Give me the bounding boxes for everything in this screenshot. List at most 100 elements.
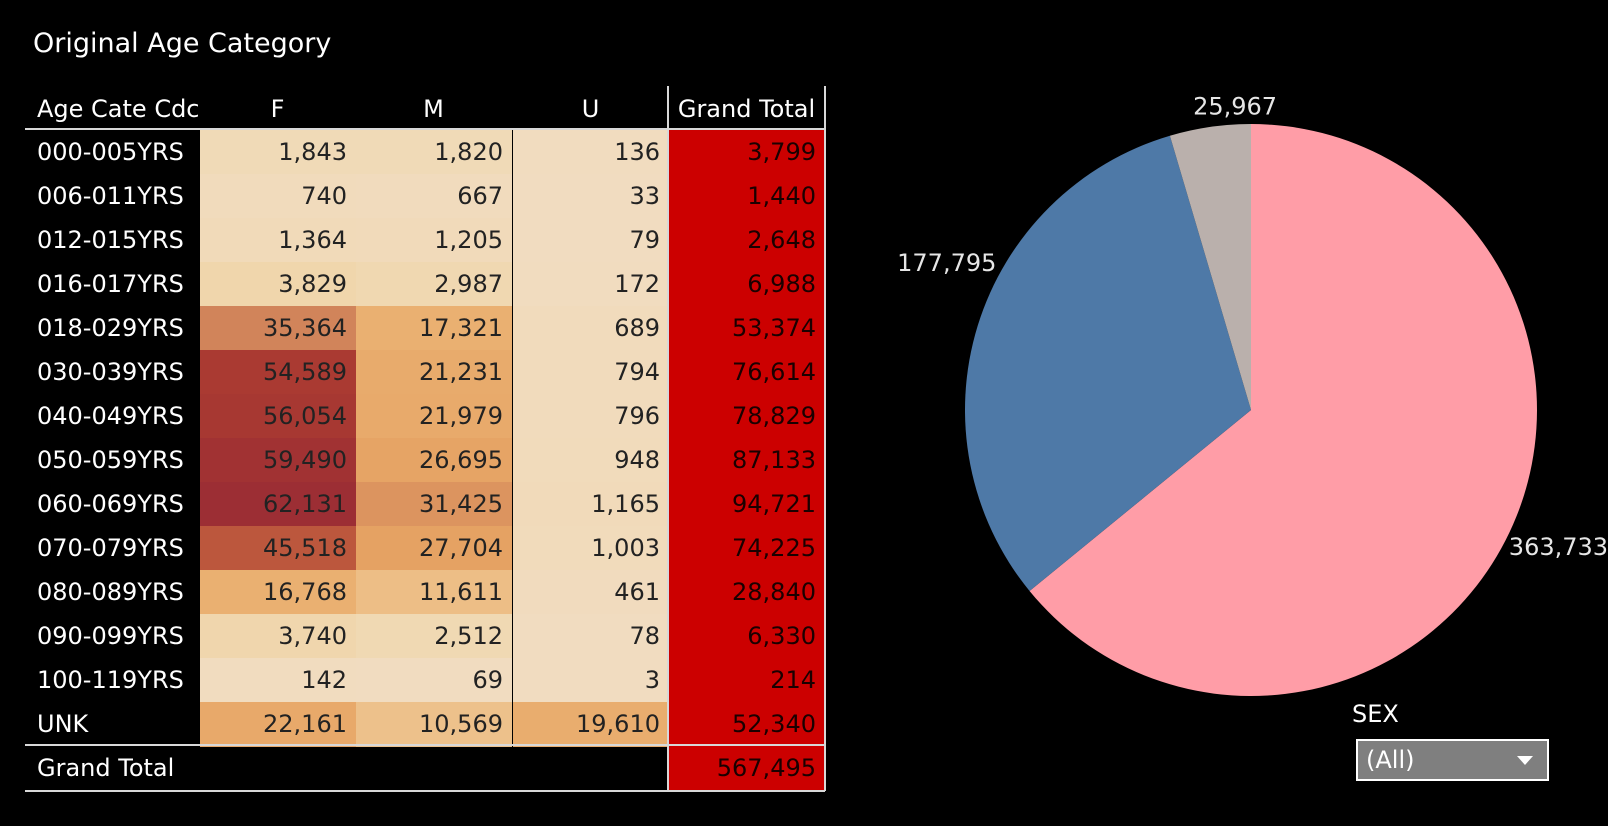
heat-cell [200, 218, 356, 263]
row-total-value: 94,721 [732, 490, 816, 518]
cell-value: 136 [614, 138, 660, 166]
row-label: 012-015YRS [37, 226, 184, 254]
heat-cell [356, 394, 512, 439]
cell-value: 19,610 [576, 710, 660, 738]
total-cell [669, 570, 825, 615]
heat-cell [513, 306, 669, 351]
heat-cell [513, 350, 669, 395]
cell-value: 1,003 [591, 534, 660, 562]
heat-cell [200, 350, 356, 395]
total-cell [669, 130, 825, 175]
cell-value: 796 [614, 402, 660, 430]
cell-value: 21,979 [419, 402, 503, 430]
column-header-grand-total: Grand Total [678, 95, 815, 123]
sheet-title: Original Age Category [33, 28, 332, 59]
pie-label-f: 363,733 [1509, 533, 1608, 561]
row-header-label: Age Cate Cdc [37, 95, 200, 123]
heat-cell [200, 130, 356, 175]
total-cell [669, 526, 825, 571]
total-cell [669, 350, 825, 395]
row-label: 090-099YRS [37, 622, 184, 650]
row-label: 000-005YRS [37, 138, 184, 166]
total-cell [669, 482, 825, 527]
total-cell [669, 658, 825, 703]
cell-value: 11,611 [419, 578, 503, 606]
heat-cell [513, 438, 669, 483]
pie-slice-u[interactable] [1169, 124, 1251, 410]
cell-value: 142 [301, 666, 347, 694]
row-label: 080-089YRS [37, 578, 184, 606]
cell-value: 59,490 [263, 446, 347, 474]
row-label: 100-119YRS [37, 666, 184, 694]
heat-cell [200, 570, 356, 615]
row-total-value: 6,988 [747, 270, 816, 298]
heat-cell [513, 570, 669, 615]
cell-value: 79 [629, 226, 660, 254]
heat-cell [356, 438, 512, 483]
cell-value: 1,205 [434, 226, 503, 254]
cell-value: 10,569 [419, 710, 503, 738]
cell-value: 16,768 [263, 578, 347, 606]
heat-cell [356, 702, 512, 747]
row-total-value: 52,340 [732, 710, 816, 738]
row-total-value: 74,225 [732, 534, 816, 562]
heat-cell [513, 130, 669, 175]
heat-cell [513, 262, 669, 307]
cell-value: 35,364 [263, 314, 347, 342]
row-label: 018-029YRS [37, 314, 184, 342]
row-label: UNK [37, 710, 90, 738]
cell-value: 1,843 [278, 138, 347, 166]
heat-cell [356, 174, 512, 219]
grand-total-label: Grand Total [37, 754, 174, 782]
cell-value: 1,820 [434, 138, 503, 166]
heat-cell [200, 526, 356, 571]
heat-cell [200, 482, 356, 527]
cell-value: 794 [614, 358, 660, 386]
heat-cell [356, 570, 512, 615]
heat-cell [200, 658, 356, 703]
heat-cell [513, 658, 669, 703]
total-cell [669, 174, 825, 219]
pie-slice-m[interactable] [964, 135, 1251, 591]
heat-cell [200, 262, 356, 307]
cell-value: 26,695 [419, 446, 503, 474]
crosstab-table: Age Cate Cdc F M U Grand Total 000-005YRS 1,84… [25, 86, 826, 792]
total-cell [669, 394, 825, 439]
heat-cell [356, 350, 512, 395]
heat-cell [200, 306, 356, 351]
pie-label-u: 25,967 [1193, 92, 1277, 120]
heat-cell [513, 174, 669, 219]
total-cell [669, 306, 825, 351]
cell-value: 31,425 [419, 490, 503, 518]
row-total-value: 53,374 [732, 314, 816, 342]
row-label: 060-069YRS [37, 490, 184, 518]
row-total-value: 6,330 [747, 622, 816, 650]
heat-cell [356, 658, 512, 703]
heat-cell [200, 438, 356, 483]
cell-value: 3,829 [278, 270, 347, 298]
total-cell [669, 438, 825, 483]
cell-value: 172 [614, 270, 660, 298]
cell-value: 33 [629, 182, 660, 210]
row-total-value: 28,840 [732, 578, 816, 606]
row-total-value: 87,133 [732, 446, 816, 474]
cell-value: 78 [629, 622, 660, 650]
sex-filter-dropdown[interactable]: (All) [1356, 739, 1549, 781]
cell-value: 54,589 [263, 358, 347, 386]
heat-cell [513, 702, 669, 747]
pie-slice-f[interactable] [1029, 124, 1537, 696]
chevron-down-icon [1517, 756, 1533, 765]
cell-value: 3,740 [278, 622, 347, 650]
cell-value: 56,054 [263, 402, 347, 430]
cell-value: 62,131 [263, 490, 347, 518]
grand-total-cell [669, 746, 825, 790]
row-label: 040-049YRS [37, 402, 184, 430]
cell-value: 3 [645, 666, 660, 694]
cell-value: 740 [301, 182, 347, 210]
total-cell [669, 218, 825, 263]
sex-filter-label: SEX [1352, 700, 1399, 728]
total-cell [669, 614, 825, 659]
cell-value: 1,364 [278, 226, 347, 254]
cell-value: 948 [614, 446, 660, 474]
sex-filter-value: (All) [1366, 746, 1415, 774]
